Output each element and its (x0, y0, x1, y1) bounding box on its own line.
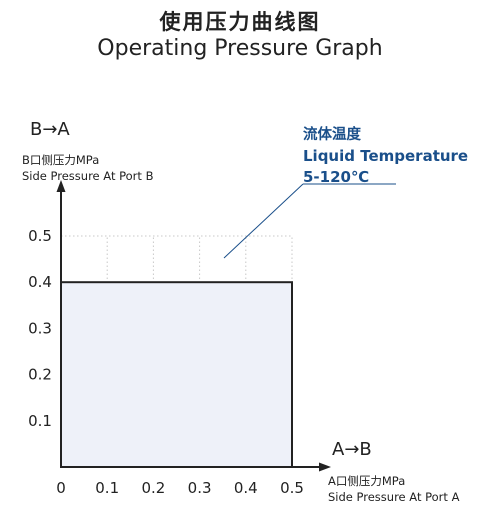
annotation-leader-line (223, 183, 304, 259)
y-tick-label: 0.5 (28, 227, 52, 245)
x-axis-label-en: Side Pressure At Port A (328, 490, 460, 504)
y-tick-label: 0.2 (28, 366, 52, 384)
operating-region (60, 281, 293, 469)
x-tick-label: 0 (56, 479, 66, 497)
x-tick-label: 0.3 (188, 479, 212, 497)
x-tick-label: 0.2 (141, 479, 165, 497)
y-tick-label: 0.4 (28, 273, 52, 291)
x-axis-direction: A→B (332, 439, 372, 460)
x-tick-label: 0.5 (280, 479, 304, 497)
annotation-line-1: 流体温度 (303, 125, 361, 143)
x-tick-labels: 0 0.1 0.2 0.3 0.4 0.5 (56, 479, 304, 497)
chart-title-cn: 使用压力曲线图 (159, 10, 321, 34)
y-axis-label-en: Side Pressure At Port B (22, 169, 154, 183)
y-axis-arrowhead (56, 180, 66, 192)
y-tick-label: 0.1 (28, 412, 52, 430)
annotation-line-3: 5-120℃ (303, 168, 369, 186)
annotation-line-2: Liquid Temperature (303, 147, 468, 165)
x-tick-label: 0.1 (95, 479, 119, 497)
x-axis-label-cn: A口侧压力MPa (328, 474, 405, 488)
y-axis-direction: B→A (30, 119, 70, 140)
y-tick-labels: 0.1 0.2 0.3 0.4 0.5 (28, 227, 52, 430)
x-tick-label: 0.4 (234, 479, 258, 497)
x-axis-arrowhead (319, 462, 331, 472)
y-tick-label: 0.3 (28, 319, 52, 337)
y-axis-label-cn: B口侧压力MPa (22, 153, 99, 167)
chart-title-en: Operating Pressure Graph (97, 36, 383, 61)
